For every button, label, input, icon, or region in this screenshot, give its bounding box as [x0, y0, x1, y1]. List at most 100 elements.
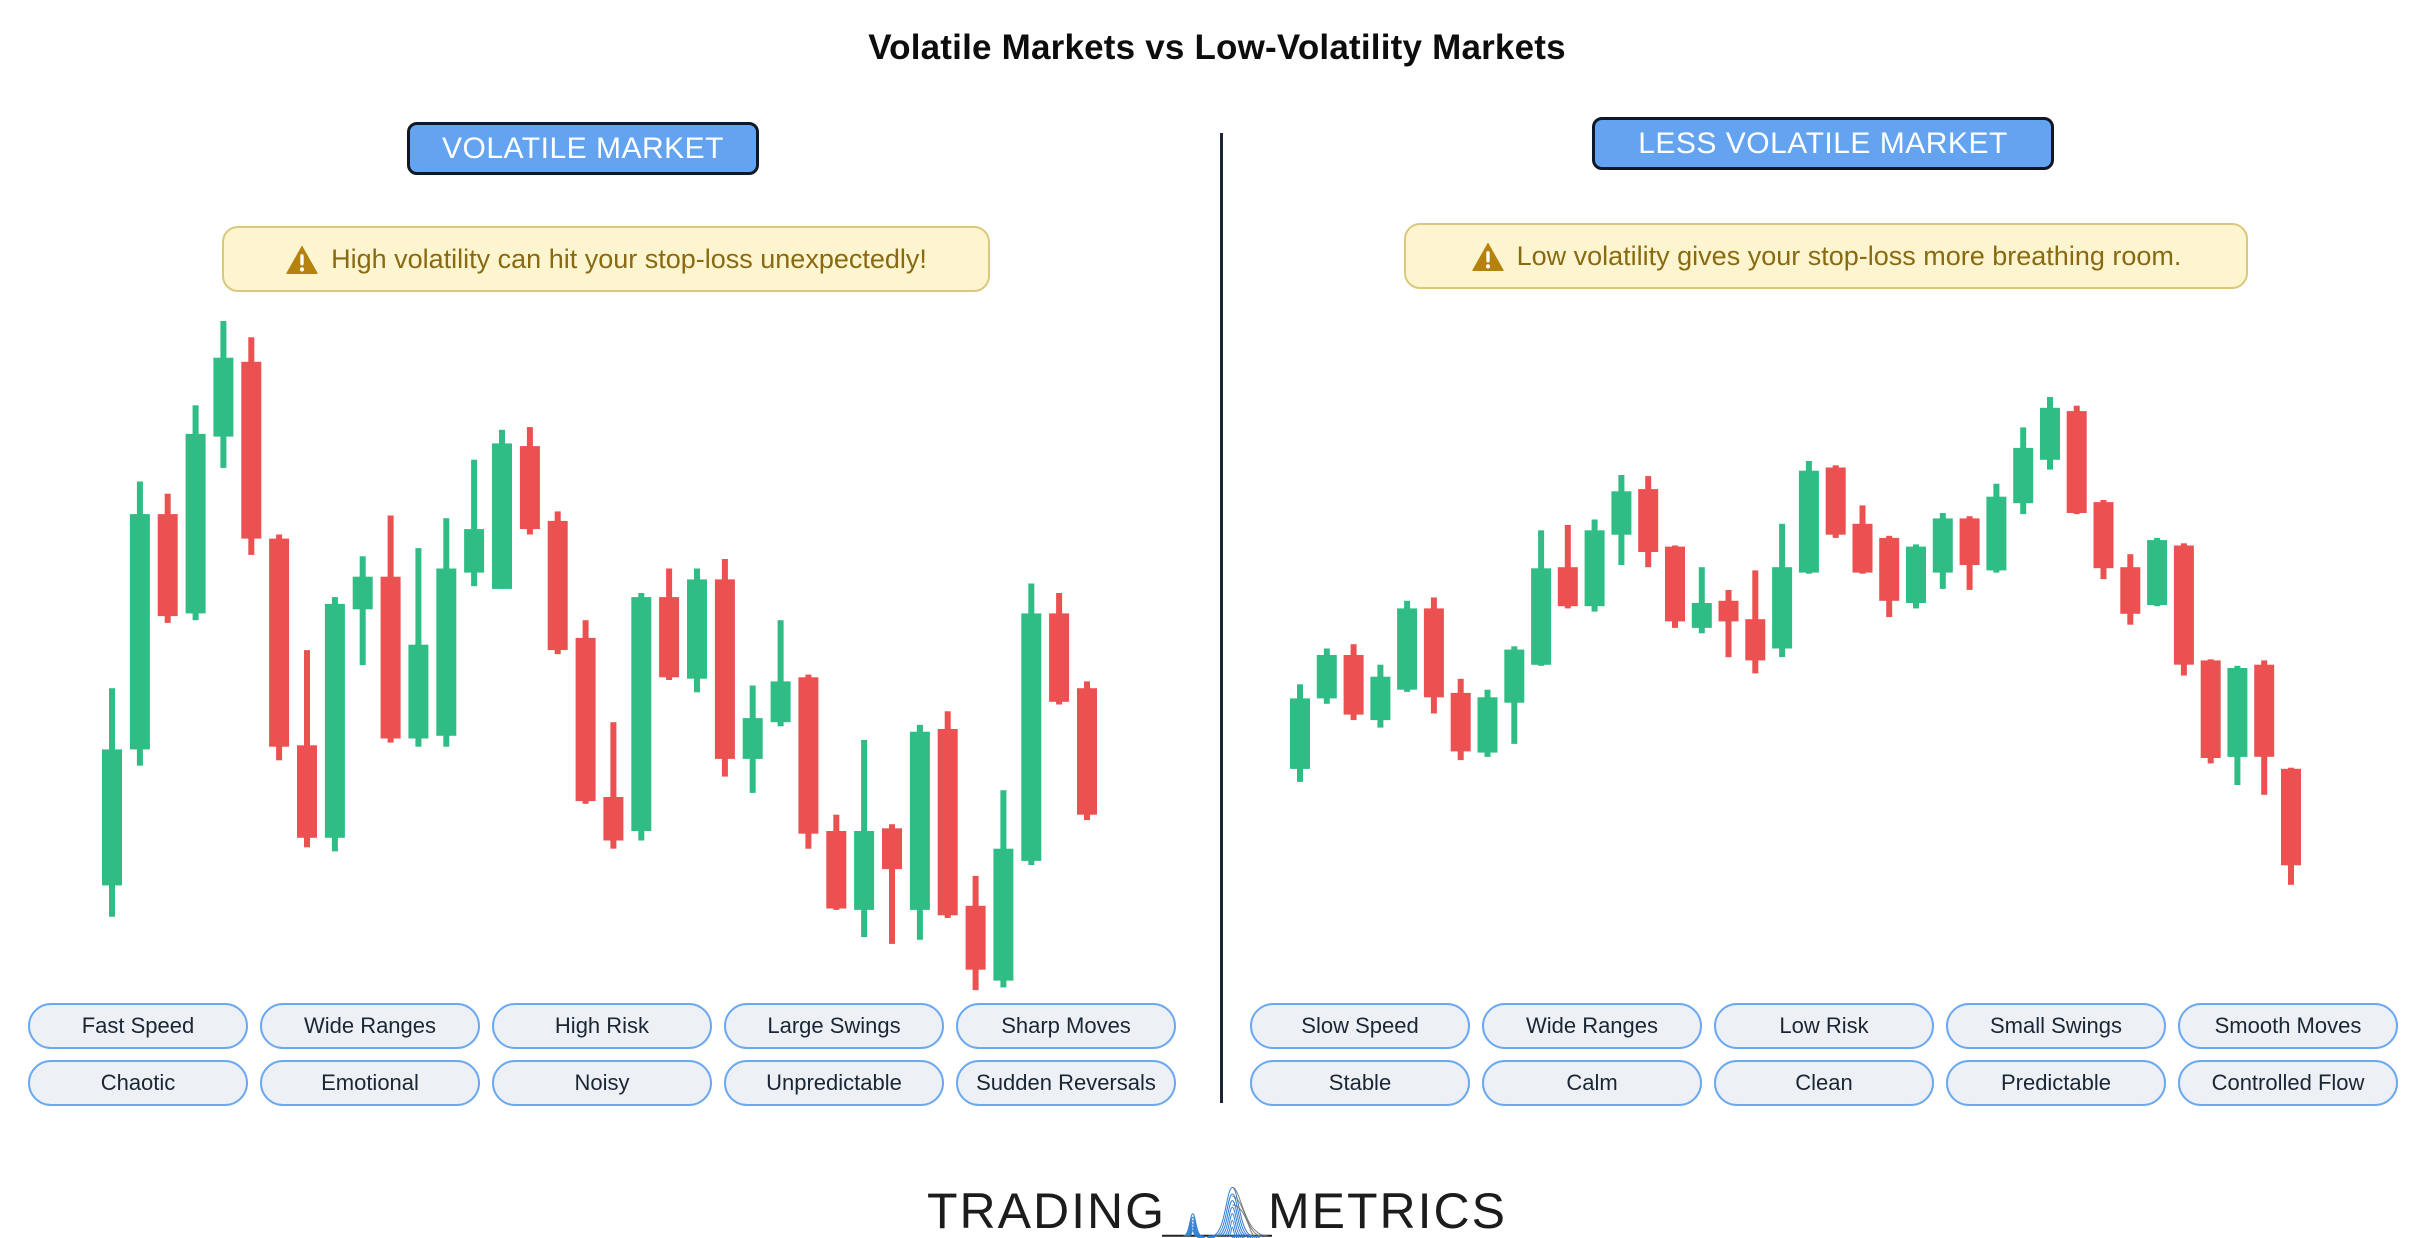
less-volatile-tags-row-2: Stable Calm Clean Predictable Controlled Flo… — [1250, 1060, 2398, 1106]
tag-pill: Calm — [1482, 1060, 1702, 1106]
candle-segment — [1504, 649, 1525, 703]
candle-segment — [1852, 523, 1873, 573]
candle-segment — [241, 361, 262, 539]
candle-segment — [742, 718, 763, 759]
candle-segment — [1477, 697, 1498, 753]
less-volatile-market-badge: LESS VOLATILE MARKET — [1592, 117, 2054, 170]
volatile-tags: Fast Speed Wide Ranges High Risk Large Swin… — [28, 1003, 1176, 1106]
candle-segment — [2093, 502, 2114, 569]
tag-pill: Large Swings — [724, 1003, 944, 1049]
candle-segment — [1397, 608, 1418, 690]
candle-segment — [687, 579, 707, 679]
candle-segment — [854, 831, 875, 910]
candle-segment — [1725, 590, 1732, 658]
candle-segment — [1584, 530, 1605, 607]
candle-segment — [408, 644, 429, 739]
candle-segment — [1698, 567, 1705, 634]
candle-segment — [185, 433, 206, 614]
candle-segment — [492, 443, 512, 589]
candle-segment — [1986, 496, 2007, 571]
candle-segment — [1021, 613, 1042, 861]
candle-segment — [213, 357, 234, 437]
less-volatile-tags-row-1: Slow Speed Wide Ranges Low Risk Small Swing… — [1250, 1003, 2398, 1049]
logo-word-metrics: METRICS — [1268, 1183, 1507, 1238]
candle-segment — [1450, 692, 1471, 752]
logo-word-trading: TRADING — [927, 1183, 1166, 1238]
volatile-market-candlestick-chart — [102, 321, 1097, 991]
candle-segment — [269, 538, 290, 747]
candle-segment — [380, 576, 401, 739]
tag-pill: Controlled Flow — [2178, 1060, 2398, 1106]
candle-segment — [1691, 603, 1712, 628]
tag-pill: Chaotic — [28, 1060, 248, 1106]
candle-segment — [1772, 567, 1793, 649]
candle-segment — [631, 597, 652, 831]
candle-segment — [909, 731, 930, 910]
candle-segment — [1423, 608, 1444, 698]
warning-icon — [1471, 241, 1504, 271]
candle-segment — [2013, 447, 2034, 504]
volatile-warning-text: High volatility can hit your stop-loss u… — [331, 243, 927, 274]
less-volatile-tags: Slow Speed Wide Ranges Low Risk Small Swing… — [1250, 1003, 2398, 1106]
candle-segment — [2147, 540, 2168, 606]
candle-segment — [1638, 489, 1659, 552]
candle-segment — [965, 905, 986, 970]
candle-segment — [1959, 518, 1980, 565]
tag-pill: Small Swings — [1946, 1003, 2166, 1049]
candle-segment — [603, 797, 624, 841]
tag-pill: Low Risk — [1714, 1003, 1934, 1049]
candle-segment — [2066, 411, 2087, 513]
candle-segment — [471, 459, 478, 587]
candle-segment — [2040, 407, 2060, 460]
volatile-tags-row-1: Fast Speed Wide Ranges High Risk Large Swin… — [28, 1003, 1176, 1049]
candle-segment — [714, 579, 735, 759]
volatile-warning-box: High volatility can hit your stop-loss u… — [222, 226, 990, 292]
candle-segment — [1290, 698, 1310, 769]
tag-pill: Wide Ranges — [260, 1003, 480, 1049]
candle-segment — [2200, 660, 2221, 758]
tag-pill: Clean — [1714, 1060, 1934, 1106]
page-title: Volatile Markets vs Low-Volatility Marke… — [868, 28, 1566, 67]
candle-segment — [1343, 655, 1364, 715]
candle-segment — [1611, 491, 1632, 535]
candle-segment — [547, 520, 568, 651]
volatile-market-badge: VOLATILE MARKET — [407, 122, 759, 175]
candle-segment — [1906, 546, 1926, 603]
candle-segment — [2254, 664, 2275, 757]
volatile-tags-row-2: Chaotic Emotional Noisy Unpredictable Sudden… — [28, 1060, 1176, 1106]
candle-segment — [157, 514, 178, 617]
tag-pill: Predictable — [1946, 1060, 2166, 1106]
candle-segment — [436, 568, 457, 736]
candle-segment — [2173, 545, 2194, 665]
less-volatile-warning-text: Low volatility gives your stop-loss more… — [1516, 240, 2182, 271]
less-volatile-warning-box: Low volatility gives your stop-loss more… — [1404, 223, 2248, 289]
candle-segment — [937, 729, 958, 916]
candle-segment — [464, 529, 485, 573]
candle-segment — [1370, 676, 1391, 721]
candle-segment — [1825, 467, 1846, 535]
candle-segment — [1745, 619, 1766, 661]
tag-pill: Emotional — [260, 1060, 480, 1106]
candle-segment — [1557, 567, 1578, 607]
candle-segment — [2281, 768, 2301, 866]
candle-segment — [575, 637, 596, 802]
candle-segment — [1531, 568, 1552, 665]
candle-segment — [359, 556, 366, 666]
tag-pill: High Risk — [492, 1003, 712, 1049]
warning-icon — [286, 244, 318, 274]
tag-pill: Noisy — [492, 1060, 712, 1106]
candle-segment — [770, 681, 791, 723]
candle-segment — [1718, 600, 1739, 622]
less-volatile-market-candlestick-chart — [1290, 397, 2301, 885]
tag-pill: Sudden Reversals — [956, 1060, 1176, 1106]
panel-divider-line — [1220, 133, 1223, 1103]
volatile-market-badge-label: VOLATILE MARKET — [441, 131, 724, 165]
candle-segment — [2120, 567, 2141, 614]
tag-pill: Fast Speed — [28, 1003, 248, 1049]
candle-segment — [826, 831, 847, 909]
tag-pill: Smooth Moves — [2178, 1003, 2398, 1049]
candle-segment — [777, 620, 784, 727]
candle-segment — [297, 745, 317, 838]
candle-segment — [1798, 470, 1819, 573]
